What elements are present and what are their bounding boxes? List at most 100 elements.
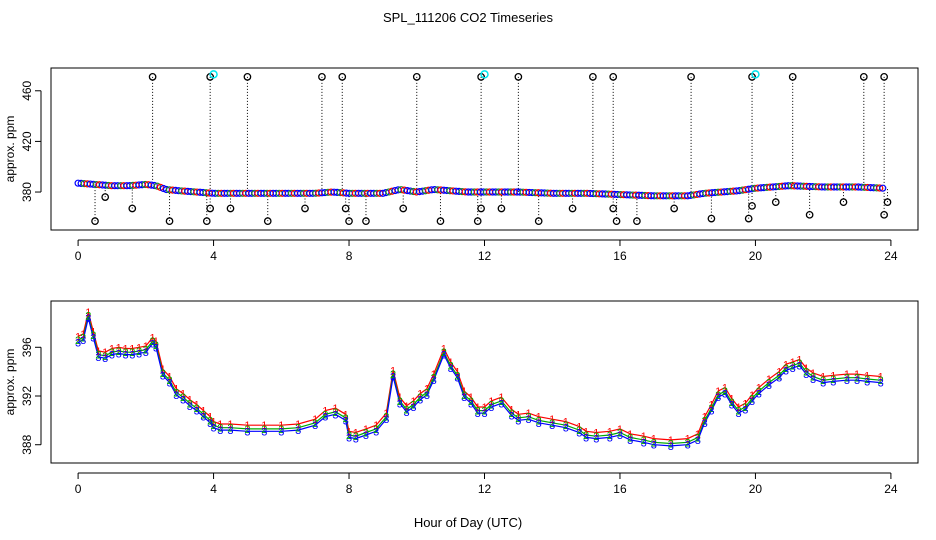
series-point-3: 3 (803, 369, 809, 381)
series-point-3: 3 (153, 342, 159, 354)
series-point-1: 1 (820, 372, 826, 384)
series-point-3: 3 (627, 435, 633, 447)
series-point-3: 3 (702, 418, 708, 430)
series-point-1: 1 (695, 429, 701, 441)
series-point-3: 3 (116, 348, 122, 360)
series-point-3: 3 (383, 414, 389, 426)
spike-low-point (91, 217, 99, 225)
x-tick-label: 20 (749, 249, 763, 263)
y-tick-label: 388 (20, 434, 34, 454)
series-point-1: 1 (109, 344, 115, 356)
series-point-1: 1 (509, 404, 515, 416)
series-point-1: 1 (343, 409, 349, 421)
series-point-2: 2 (153, 340, 159, 352)
series-point-1: 1 (783, 359, 789, 371)
spike-low-point (477, 204, 485, 213)
series-point-3: 3 (343, 415, 349, 427)
series-point-3: 3 (160, 370, 166, 382)
x-tick-label: 0 (75, 482, 82, 496)
spike-high-point (412, 73, 421, 81)
series-point-1: 1 (790, 357, 796, 369)
x-axis-label: Hour of Day (UTC) (414, 515, 522, 530)
series-point-3: 3 (312, 420, 318, 432)
spike-low-point (128, 204, 137, 213)
series-point-1: 1 (448, 357, 454, 369)
x-tick-label: 16 (613, 249, 627, 263)
spike-high-point (589, 73, 597, 81)
series-point-2: 2 (109, 347, 115, 359)
series-line-1 (77, 311, 881, 441)
series-point-1: 1 (244, 420, 250, 432)
series-point-3: 3 (417, 395, 423, 407)
series-point-2: 2 (166, 375, 172, 387)
series-point-3: 3 (363, 430, 369, 442)
series-point-1: 1 (454, 367, 460, 379)
series-point-1: 1 (878, 372, 884, 384)
series-point-1: 1 (461, 386, 467, 398)
series-point-1: 1 (417, 389, 423, 401)
series-point-1: 1 (136, 342, 142, 354)
series-point-2: 2 (95, 350, 101, 362)
series-point-1: 1 (129, 344, 135, 356)
series-point-1: 1 (593, 428, 599, 440)
series-point-2: 2 (207, 415, 213, 427)
x-tick-label: 12 (478, 249, 492, 263)
series-point-3: 3 (85, 313, 91, 325)
series-point-1: 1 (864, 370, 870, 382)
series-point-2: 2 (790, 361, 796, 373)
series-line-3 (77, 317, 881, 447)
x-tick-label: 4 (210, 482, 217, 496)
series-point-1: 1 (742, 398, 748, 410)
series-point-3: 3 (346, 432, 352, 444)
series-point-2: 2 (593, 431, 599, 443)
series-point-3: 3 (109, 350, 115, 362)
series-point-2: 2 (116, 346, 122, 358)
series-point-3: 3 (583, 432, 589, 444)
series-point-1: 1 (749, 390, 755, 402)
series-point-1: 1 (187, 395, 193, 407)
series-point-2: 2 (515, 413, 521, 425)
series-point-3: 3 (454, 373, 460, 385)
series-point-3: 3 (729, 400, 735, 412)
series-point-3: 3 (129, 350, 135, 362)
series-point-3: 3 (878, 378, 884, 390)
series-point-1: 1 (844, 369, 850, 381)
series-point-3: 3 (244, 426, 250, 438)
series-point-2: 2 (448, 361, 454, 373)
spike-low-point (883, 198, 892, 207)
series-point-2: 2 (454, 370, 460, 382)
series-point-2: 2 (735, 406, 741, 418)
x-tick-label: 24 (884, 249, 898, 263)
spike-low-point (165, 217, 174, 225)
y-tick-label: 396 (20, 337, 34, 357)
spike-high-point (880, 73, 888, 81)
series-point-1: 1 (363, 424, 369, 436)
series-point-3: 3 (742, 404, 748, 416)
spike-high-point (338, 73, 347, 81)
series-point-2: 2 (776, 370, 782, 382)
series-point-1: 1 (766, 374, 772, 386)
series-point-2: 2 (80, 333, 86, 345)
series-point-1: 1 (583, 426, 589, 438)
series-point-2: 2 (475, 406, 481, 418)
series-point-3: 3 (102, 353, 108, 365)
series-point-1: 1 (410, 396, 416, 408)
series-point-1: 1 (116, 342, 122, 354)
series-point-2: 2 (498, 396, 504, 408)
series-point-1: 1 (261, 420, 267, 432)
series-point-3: 3 (468, 398, 474, 410)
spike-high-point (859, 73, 868, 81)
series-point-1: 1 (227, 419, 233, 431)
series-point-2: 2 (390, 369, 396, 381)
series-point-3: 3 (515, 415, 521, 427)
series-point-3: 3 (95, 352, 101, 364)
spike-low-point (880, 210, 888, 219)
series-point-3: 3 (75, 337, 81, 349)
series-point-2: 2 (75, 335, 81, 347)
series-point-3: 3 (227, 425, 233, 437)
spike-low-point (362, 217, 370, 225)
series-point-2: 2 (244, 424, 250, 436)
series-point-2: 2 (200, 409, 206, 421)
series-point-2: 2 (194, 403, 200, 415)
series-point-3: 3 (295, 425, 301, 437)
